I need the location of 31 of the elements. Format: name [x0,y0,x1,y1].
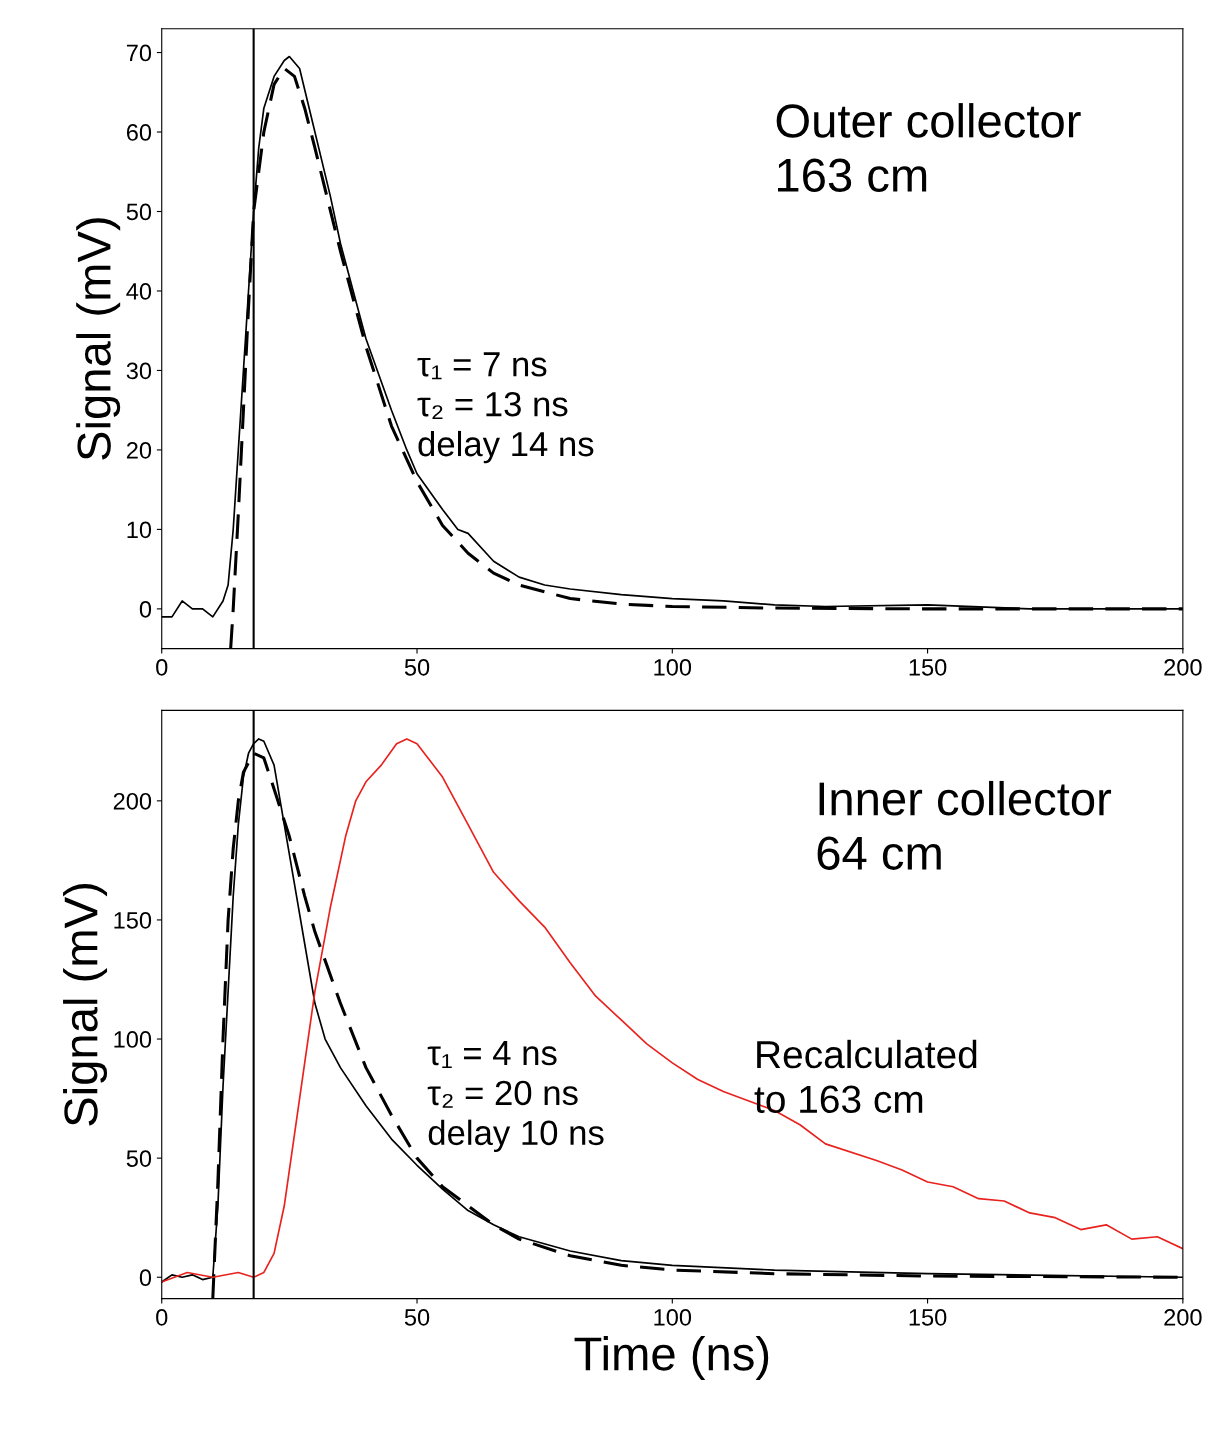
x-axis-title: Time (ns) [574,1335,769,1380]
annotation: Outer collector 163 cm [776,103,1081,193]
y-tick-label: 40 [126,283,152,300]
annotation: τ₁ = 4 ns τ₂ = 20 ns delay 10 ns [427,1041,604,1152]
y-axis-title: Signal (mV) [76,218,121,460]
x-tick-label: 150 [909,1309,947,1326]
y-tick-label: 100 [114,1031,152,1048]
y-tick-label: 50 [126,1150,152,1167]
x-tick-label: 150 [909,658,947,676]
x-tick-label: 50 [404,658,430,676]
y-tick-label: 10 [127,521,152,539]
x-tick-label: 100 [654,658,692,676]
y-tick-label: 200 [113,792,152,810]
y-tick-label: 60 [126,124,152,141]
x-tick-label: 50 [404,1309,430,1326]
y-tick-label: 150 [114,912,152,929]
x-tick-label: 200 [1164,658,1202,676]
y-tick-label: 20 [126,442,152,459]
y-tick-label: 0 [139,1269,152,1287]
x-tick-label: 100 [654,1309,692,1326]
y-tick-label: 50 [126,203,152,221]
x-tick-label: 200 [1164,1309,1202,1326]
annotation: Inner collector 64 cm [817,780,1112,870]
y-tick-label: 30 [126,362,152,380]
y-tick-label: 0 [139,600,152,618]
annotation: Recalculated to 163 cm [754,1039,977,1114]
y-axis-title: Signal (mV) [63,884,108,1126]
annotation: τ₁ = 7 ns τ₂ = 13 ns delay 14 ns [417,352,594,464]
x-tick-label: 0 [156,658,168,676]
y-tick-label: 70 [126,44,152,62]
x-tick-label: 0 [156,1309,168,1326]
